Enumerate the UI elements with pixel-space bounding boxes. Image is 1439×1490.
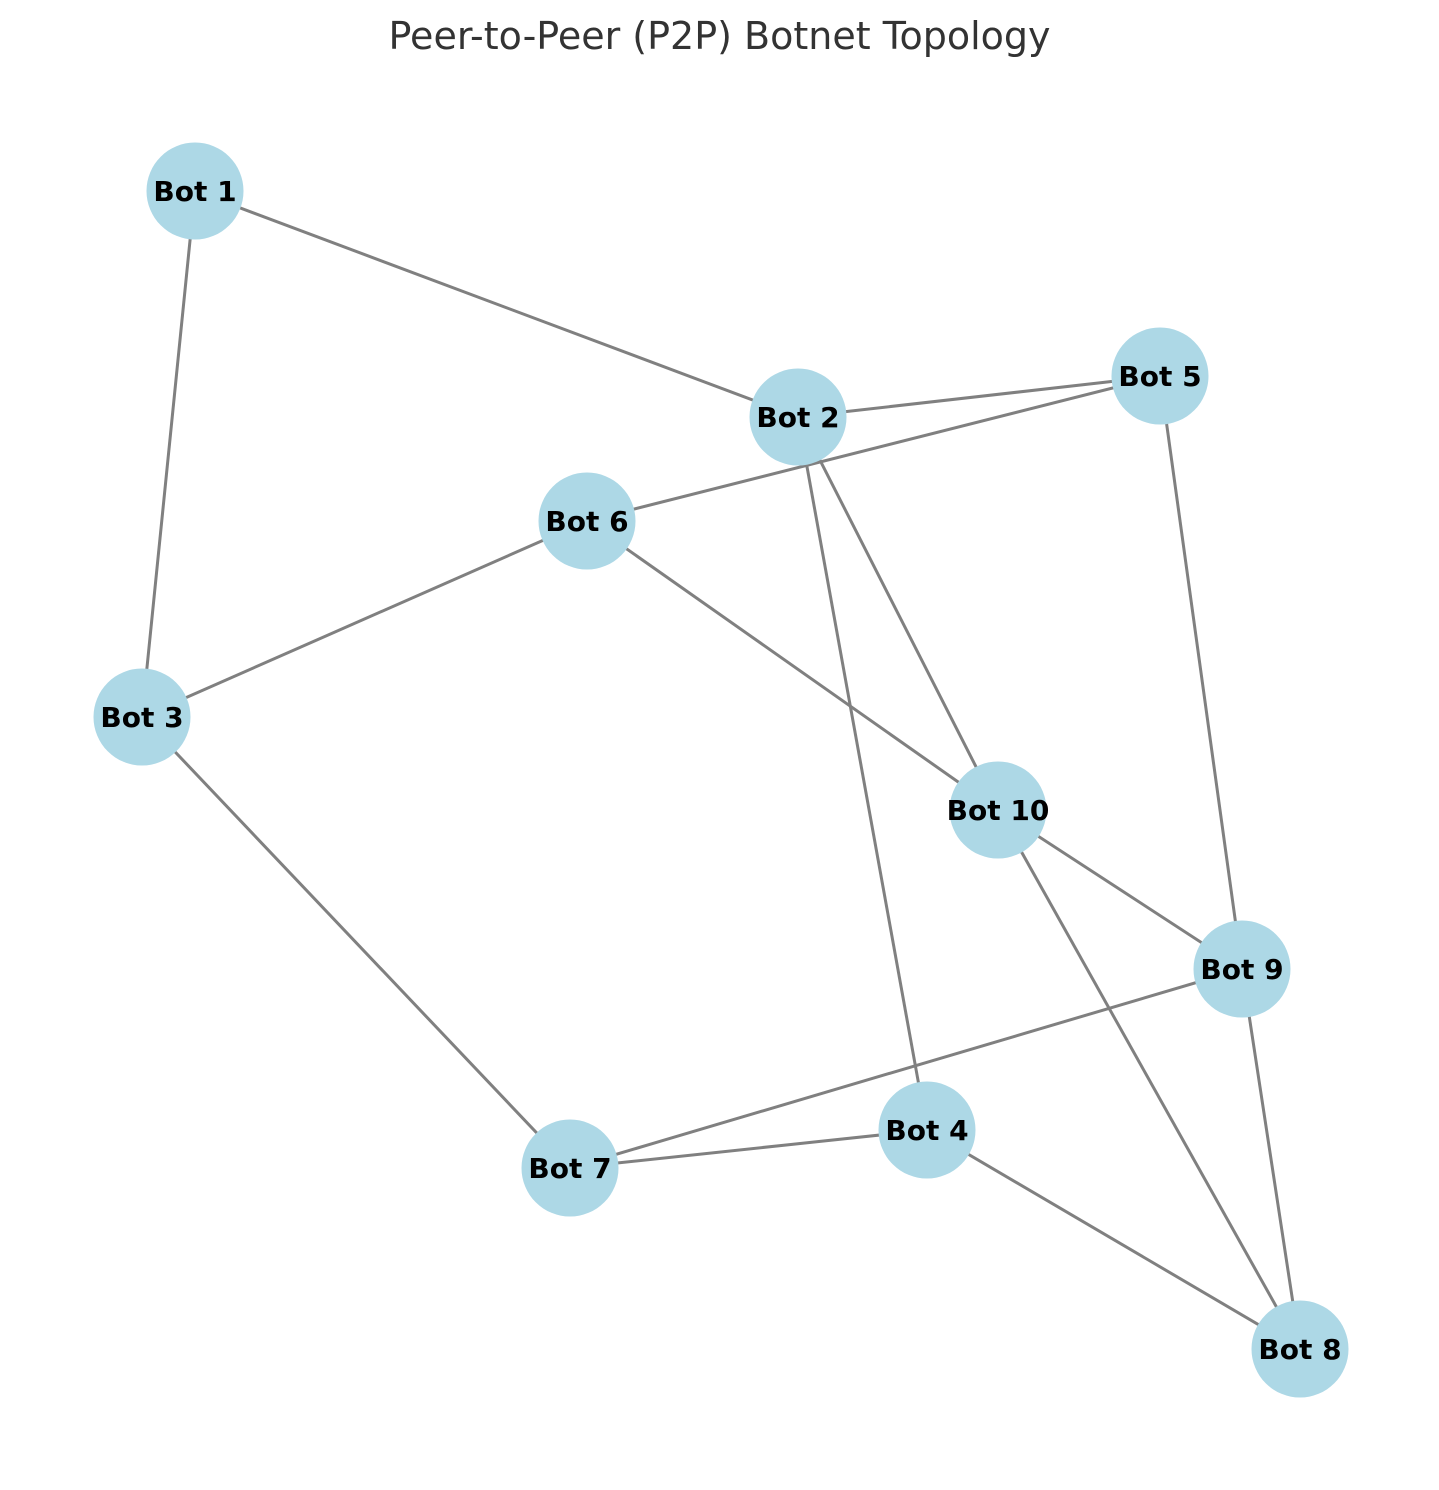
graph-edge-Bot9-Bot7 [569, 967, 1243, 1170]
graph-node-Bot1 [146, 142, 244, 240]
graph-edge-Bot1-Bot2 [194, 189, 799, 419]
graph-edge-Bot2-Bot5 [797, 374, 1161, 419]
graph-edge-Bot4-Bot7 [569, 1128, 928, 1170]
graph-node-Bot2 [749, 368, 847, 466]
graph-node-Bot4 [878, 1081, 976, 1179]
graph-node-Bot10 [949, 761, 1047, 859]
graph-node-Bot6 [538, 472, 636, 570]
graph-edge-Bot6-Bot10 [586, 519, 999, 812]
graph-edge-Bot10-Bot8 [996, 809, 1302, 1350]
graph-edge-Bot5-Bot6 [586, 374, 1161, 523]
graph-edge-Bot4-Bot8 [926, 1128, 1301, 1351]
graph-edge-Bot5-Bot9 [1158, 375, 1244, 970]
graph-edge-Bot3-Bot6 [141, 519, 588, 719]
graph-edge-Bot1-Bot3 [140, 190, 197, 718]
nodes-layer [93, 142, 1349, 1398]
graph-node-Bot5 [1111, 327, 1209, 425]
graph-edge-Bot3-Bot7 [140, 715, 572, 1170]
graph-edge-Bot10-Bot9 [997, 808, 1243, 971]
graph-edge-Bot2-Bot4 [796, 416, 929, 1131]
graph-node-Bot3 [93, 668, 191, 766]
edges-layer [140, 189, 1302, 1351]
graph-node-Bot8 [1251, 1300, 1349, 1398]
graph-node-Bot7 [521, 1119, 619, 1217]
graph-node-Bot9 [1193, 920, 1291, 1018]
graph-edge-Bot9-Bot8 [1240, 968, 1302, 1350]
chart-title: Peer-to-Peer (P2P) Botnet Topology [388, 14, 1051, 58]
graph-edge-Bot2-Bot10 [796, 416, 1000, 811]
